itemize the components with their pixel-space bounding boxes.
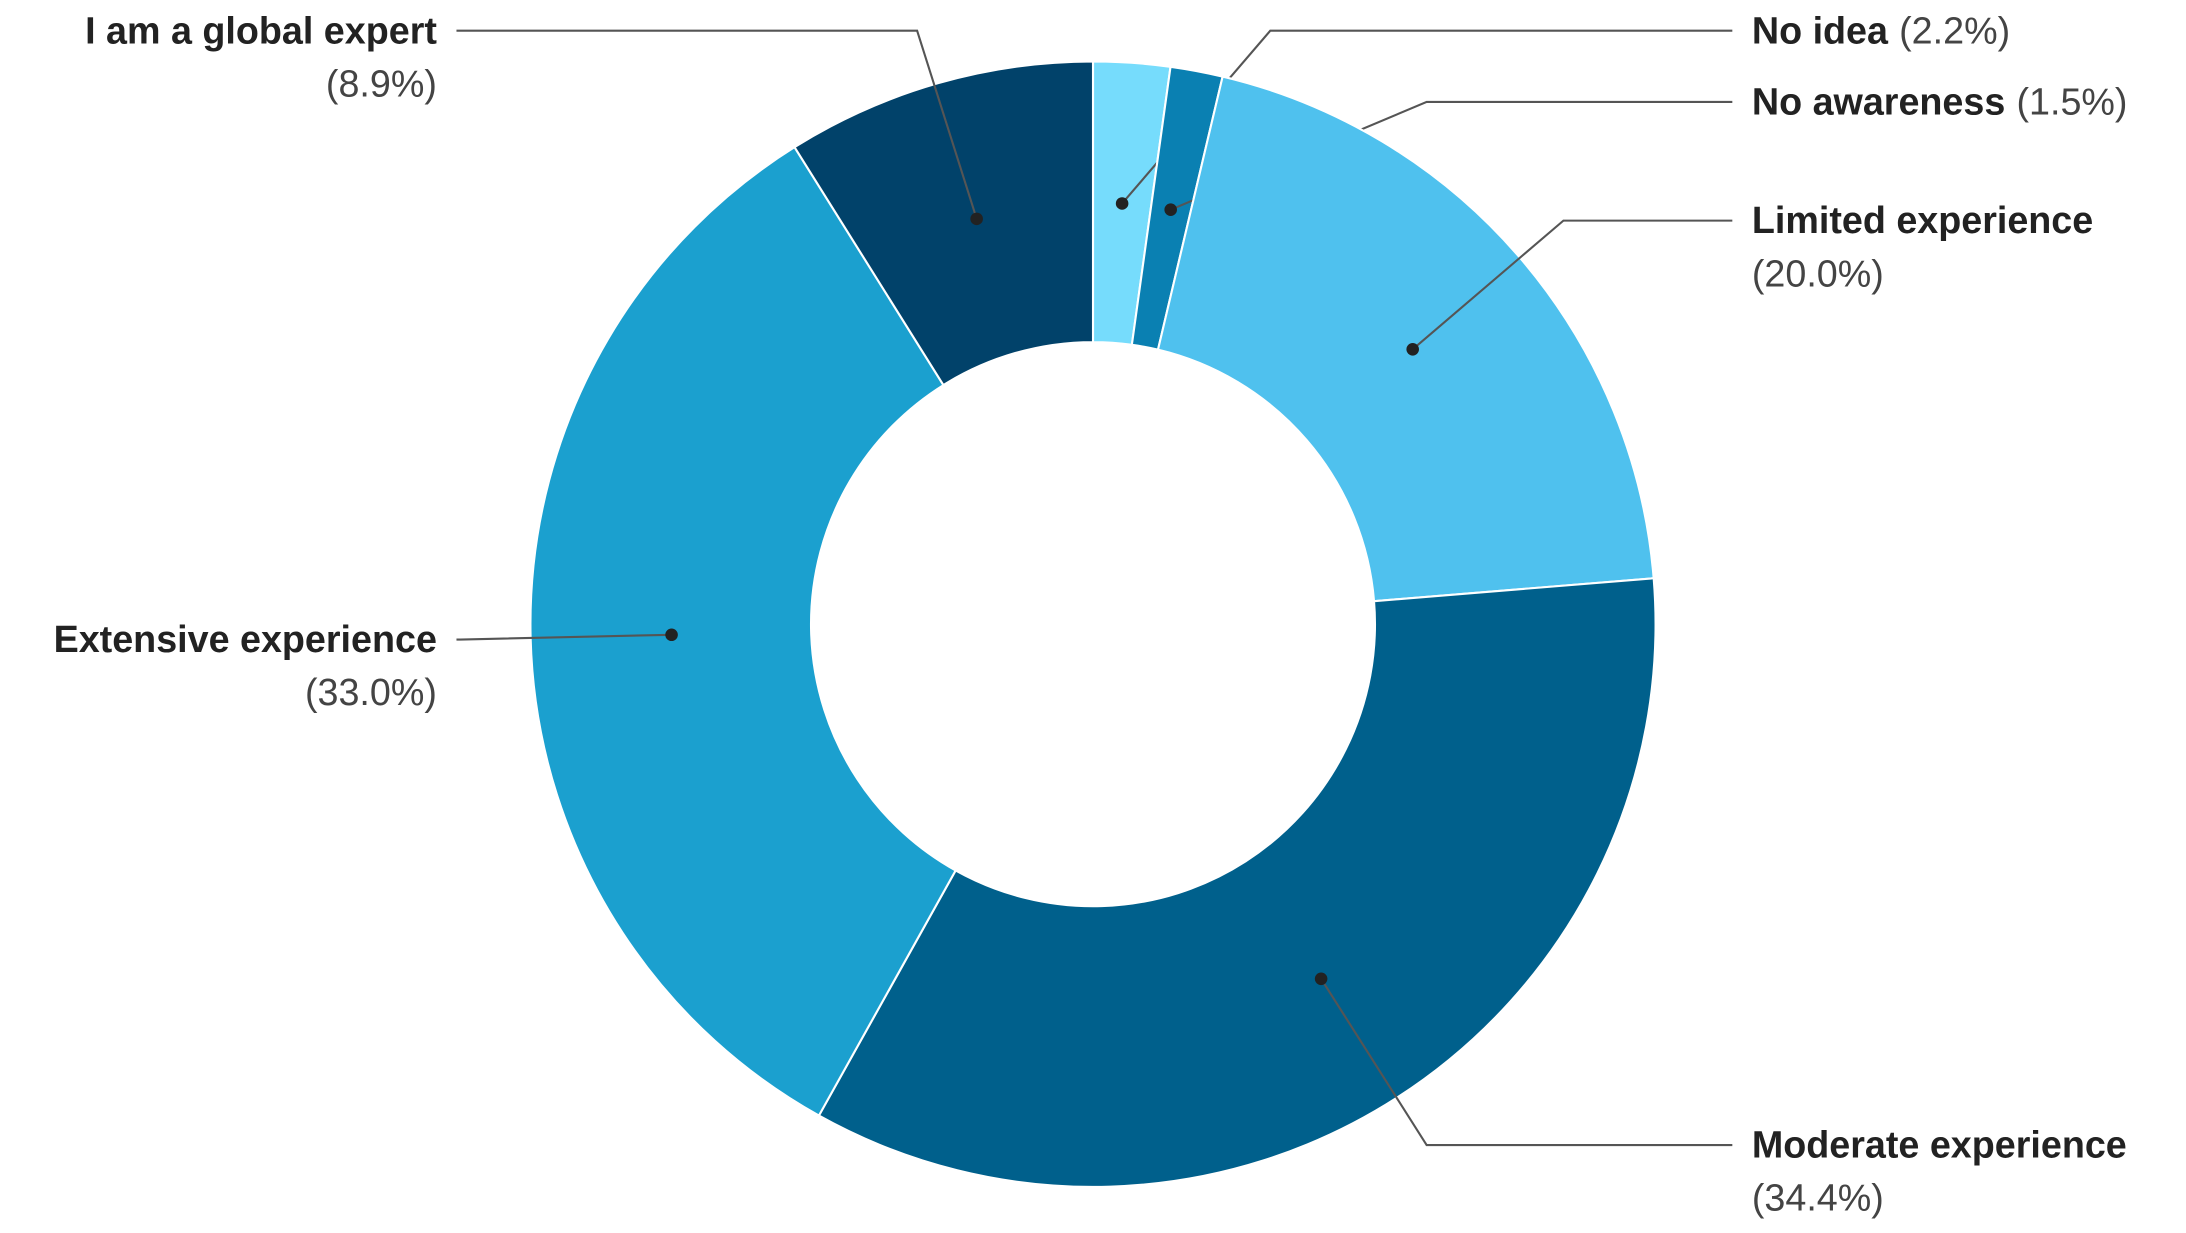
value-label: (8.9%) (326, 62, 437, 104)
leader-dot (665, 628, 678, 642)
slice-label: Extensive experience (33.0%) (54, 618, 437, 713)
value-label: (20.0%) (1752, 252, 1884, 294)
leader-dot (1164, 203, 1177, 216)
slice (793, 60, 1095, 387)
slice-label: Limited experience (20.0%) (1752, 199, 2093, 294)
value-label: (34.4%) (1752, 1177, 1884, 1219)
leader-dot (1115, 197, 1129, 210)
value-label: (2.2%) (1899, 9, 2010, 51)
slice (529, 145, 958, 1118)
category-name: I am a global expert (85, 9, 437, 51)
leader-dot (1406, 343, 1419, 356)
leader-line (456, 633, 672, 641)
slice-label: No idea (2.2%) (1752, 9, 2010, 51)
category-name: Moderate experience (1752, 1124, 2127, 1166)
slice (817, 577, 1657, 1188)
slice-label: Moderate experience (34.4%) (1752, 1124, 2127, 1219)
value-label: (33.0%) (305, 671, 437, 713)
leader-line (1320, 978, 1733, 1147)
category-name: No awareness (1752, 80, 2005, 122)
slice-label: I am a global expert (8.9%) (85, 9, 437, 104)
category-name: Limited experience (1752, 199, 2093, 241)
slice (1156, 75, 1655, 603)
slice-label: No awareness (1.5%) (1752, 80, 2128, 122)
value-label: (1.5%) (2016, 80, 2127, 122)
leader-dot (1314, 972, 1328, 986)
leader-line (456, 29, 978, 220)
category-name: No idea (1752, 9, 1889, 51)
leader-line (1412, 219, 1733, 351)
category-name: Extensive experience (54, 618, 437, 660)
leader-dot (970, 212, 983, 226)
